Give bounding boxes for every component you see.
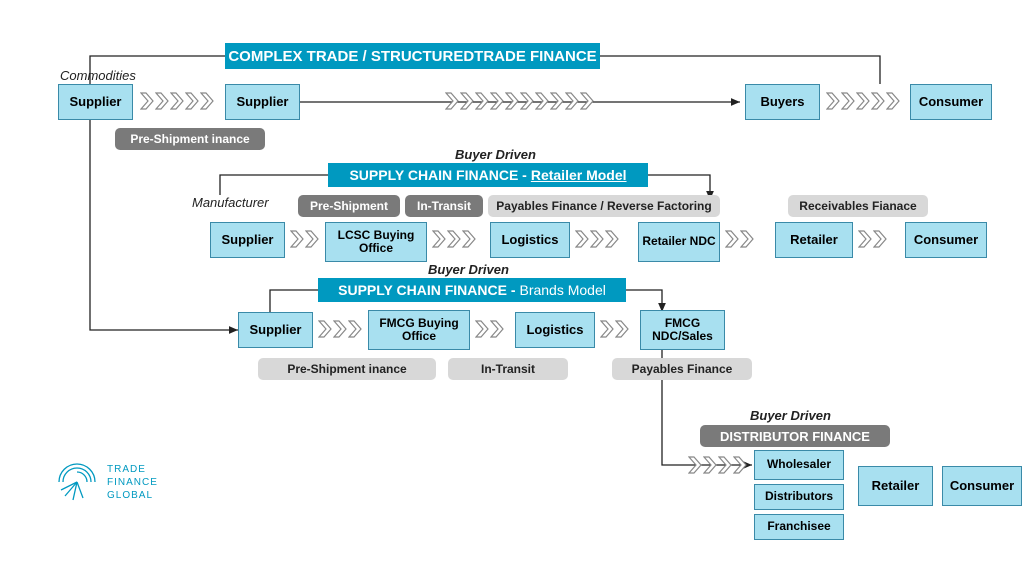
header-complex-trade: COMPLEX TRADE / STRUCTUREDTRADE FINANCE (225, 43, 600, 69)
node-franchisee: Franchisee (754, 514, 844, 540)
node-logistics-2: Logistics (490, 222, 570, 258)
pill-receivables-2: Receivables Fianace (788, 195, 928, 217)
pill-preshipment-2: Pre-Shipment (298, 195, 400, 217)
header-brands-b: Brands Model (519, 282, 605, 298)
pill-payables-3: Payables Finance (612, 358, 752, 380)
chevrons-2a (290, 230, 319, 253)
header-brands-model: SUPPLY CHAIN FINANCE - Brands Model (318, 278, 626, 302)
chevrons-3a (318, 320, 362, 343)
label-buyer-driven-3: Buyer Driven (428, 262, 509, 277)
node-retailer-2: Retailer (775, 222, 853, 258)
node-consumer-2: Consumer (905, 222, 987, 258)
pill-intransit-3: In-Transit (448, 358, 568, 380)
label-buyer-driven-4: Buyer Driven (750, 408, 831, 423)
node-buyers: Buyers (745, 84, 820, 120)
node-retailer-4: Retailer (858, 466, 933, 506)
label-buyer-driven-2: Buyer Driven (455, 147, 536, 162)
header-brands-a: SUPPLY CHAIN FINANCE - (338, 282, 515, 298)
header-retailer-model: SUPPLY CHAIN FINANCE - Retailer Model (328, 163, 648, 187)
chevrons-4a (688, 456, 747, 479)
pill-intransit-2: In-Transit (405, 195, 483, 217)
chevrons-1c (826, 92, 900, 115)
header-retailer-a: SUPPLY CHAIN FINANCE - (349, 167, 526, 183)
node-supplier-4: Supplier (238, 312, 313, 348)
chevrons-2c (575, 230, 619, 253)
chevrons-1a (140, 92, 214, 115)
chevrons-3c (600, 320, 629, 343)
node-supplier-2: Supplier (225, 84, 300, 120)
node-distributors: Distributors (754, 484, 844, 510)
pill-preshipment-3: Pre-Shipment inance (258, 358, 436, 380)
logo-icon (55, 460, 99, 504)
chevrons-3b (475, 320, 504, 343)
node-fmcg-buying: FMCG Buying Office (368, 310, 470, 350)
logo-line2: FINANCE (107, 476, 158, 489)
node-supplier-3: Supplier (210, 222, 285, 258)
chevrons-2d (725, 230, 754, 253)
node-consumer-1: Consumer (910, 84, 992, 120)
label-manufacturer: Manufacturer (192, 195, 269, 210)
node-consumer-4: Consumer (942, 466, 1022, 506)
logo-line1: TRADE (107, 463, 158, 476)
node-logistics-3: Logistics (515, 312, 595, 348)
logo: TRADE FINANCE GLOBAL (55, 460, 158, 504)
header-retailer-b: Retailer Model (531, 167, 627, 183)
logo-line3: GLOBAL (107, 489, 158, 502)
node-supplier-1: Supplier (58, 84, 133, 120)
chevrons-2b (432, 230, 476, 253)
node-wholesaler: Wholesaler (754, 450, 844, 480)
label-commodities: Commodities (60, 68, 136, 83)
node-lcsc: LCSC Buying Office (325, 222, 427, 262)
pill-preshipment-1: Pre-Shipment inance (115, 128, 265, 150)
header-distributor-finance: DISTRIBUTOR FINANCE (700, 425, 890, 447)
pill-payables-2: Payables Finance / Reverse Factoring (488, 195, 720, 217)
node-retailer-ndc: Retailer NDC (638, 222, 720, 262)
node-fmcg-ndc: FMCG NDC/Sales (640, 310, 725, 350)
chevrons-1b (445, 92, 594, 115)
chevrons-2e (858, 230, 887, 253)
